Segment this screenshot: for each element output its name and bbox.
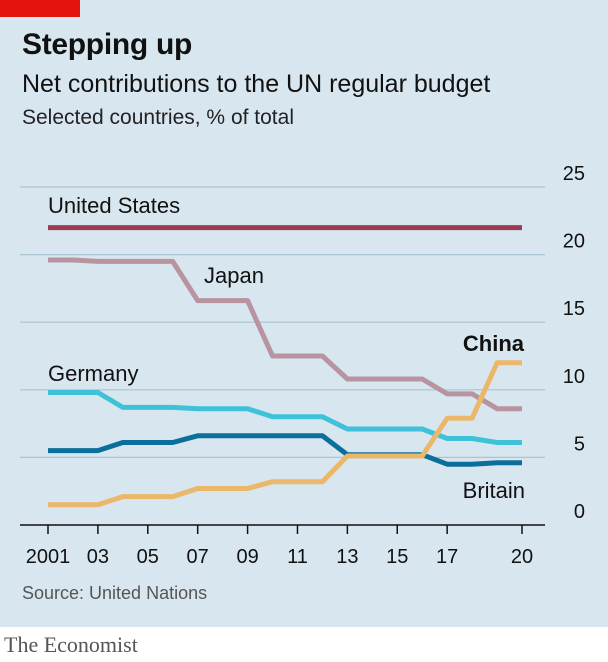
x-tick-label-2003: 03 — [87, 546, 109, 568]
series-label-china: China — [463, 331, 525, 356]
series-line-britain — [48, 433, 522, 467]
x-tick-label-2013: 13 — [336, 546, 358, 568]
chart-panel — [0, 0, 608, 627]
x-tick-label-2020: 20 — [511, 546, 533, 568]
series-line-germany — [48, 390, 522, 445]
y-tick-label-15: 15 — [563, 298, 585, 320]
x-tick-label-2007: 07 — [187, 546, 209, 568]
y-tick-label-5: 5 — [574, 433, 585, 455]
series-label-britain: Britain — [463, 478, 525, 503]
y-tick-label-25: 25 — [563, 163, 585, 185]
chart-unit-note: Selected countries, % of total — [22, 106, 294, 129]
series-line-japan — [48, 257, 522, 412]
source-note: Source: United Nations — [22, 583, 208, 603]
series-label-germany: Germany — [48, 361, 138, 386]
series-line-china — [48, 360, 522, 508]
brand-accent-bar — [0, 0, 80, 17]
x-tick-label-2011: 11 — [287, 546, 308, 568]
chart-title: Stepping up — [22, 28, 193, 61]
chart-subtitle: Net contributions to the UN regular budg… — [22, 70, 491, 98]
y-tick-label-0: 0 — [574, 501, 585, 523]
x-tick-label-2005: 05 — [137, 546, 159, 568]
series-label-united-states: United States — [48, 193, 180, 218]
brand-logo-text: The Economist — [4, 632, 138, 657]
y-tick-label-10: 10 — [563, 366, 585, 388]
y-tick-label-20: 20 — [563, 231, 585, 253]
x-tick-label-2009: 09 — [236, 546, 258, 568]
x-tick-label-2015: 15 — [386, 546, 408, 568]
x-tick-label-2017: 17 — [436, 546, 458, 568]
x-tick-label-2001: 2001 — [26, 546, 71, 568]
series-label-japan: Japan — [204, 263, 264, 288]
